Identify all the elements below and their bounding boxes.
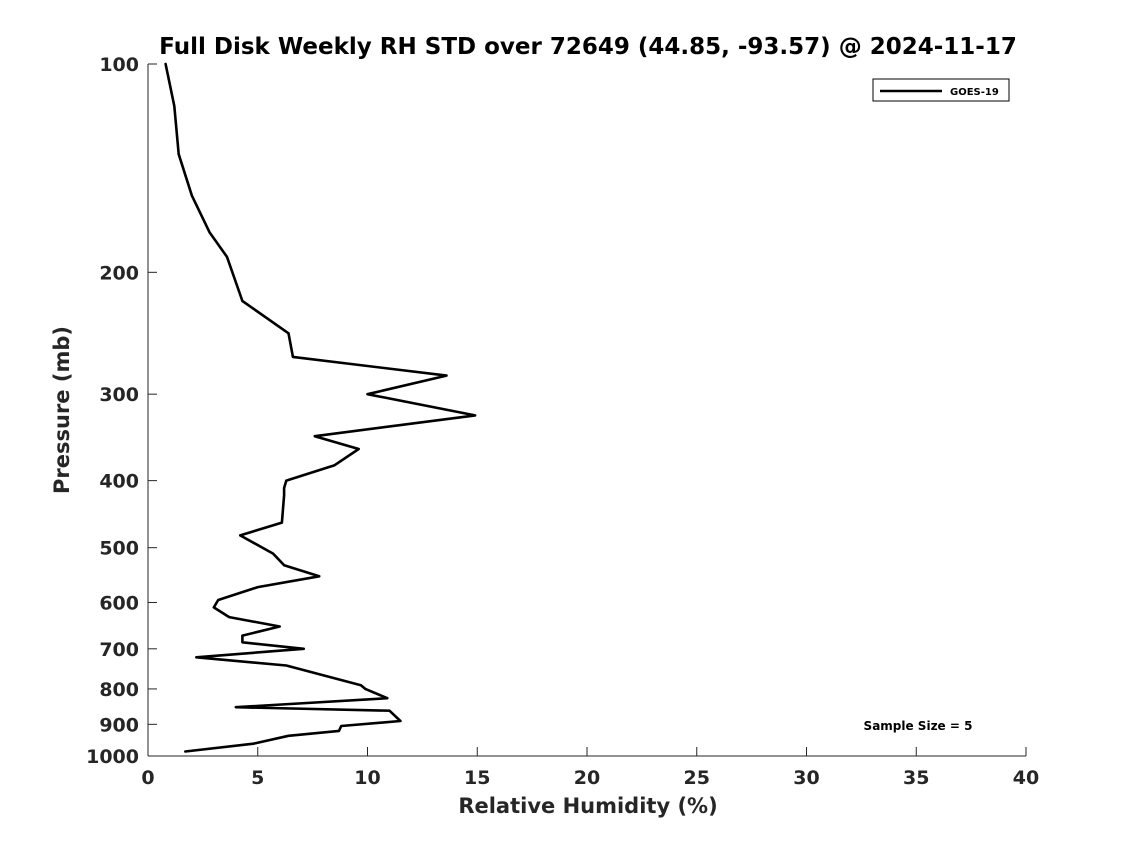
y-tick-label: 400 xyxy=(99,471,139,493)
y-tick-label: 800 xyxy=(99,679,139,701)
legend-label: GOES-19 xyxy=(950,87,999,98)
chart-title: Full Disk Weekly RH STD over 72649 (44.8… xyxy=(159,34,1017,60)
x-tick-label: 0 xyxy=(141,767,154,789)
y-tick-label: 300 xyxy=(99,384,139,406)
x-tick-label: 30 xyxy=(793,767,819,789)
x-tick-label: 35 xyxy=(903,767,929,789)
x-tick-label: 25 xyxy=(684,767,710,789)
x-axis-title: Relative Humidity (%) xyxy=(458,794,717,818)
series-line-goes-19 xyxy=(164,62,477,753)
y-axis-title: Pressure (mb) xyxy=(50,326,74,494)
x-tick-label: 10 xyxy=(354,767,380,789)
x-tick-label: 15 xyxy=(464,767,490,789)
x-tick-label: 40 xyxy=(1013,767,1039,789)
y-tick-label: 600 xyxy=(99,592,139,614)
y-tick-label: 1000 xyxy=(86,746,139,768)
y-tick-label: 500 xyxy=(99,538,139,560)
y-tick-label: 100 xyxy=(99,54,139,76)
y-tick-label: 900 xyxy=(99,714,139,736)
x-tick-label: 5 xyxy=(251,767,264,789)
x-tick-label: 20 xyxy=(574,767,600,789)
y-tick-label: 700 xyxy=(99,639,139,661)
series-layer xyxy=(164,62,477,753)
y-tick-label: 200 xyxy=(99,262,139,284)
sample-size-annotation: Sample Size = 5 xyxy=(864,719,973,733)
legend: GOES-19 xyxy=(872,78,1010,102)
axes: 0 5 10 15 20 25 30 35 40 100 200 300 400 500 600 700 800… xyxy=(86,54,1039,789)
